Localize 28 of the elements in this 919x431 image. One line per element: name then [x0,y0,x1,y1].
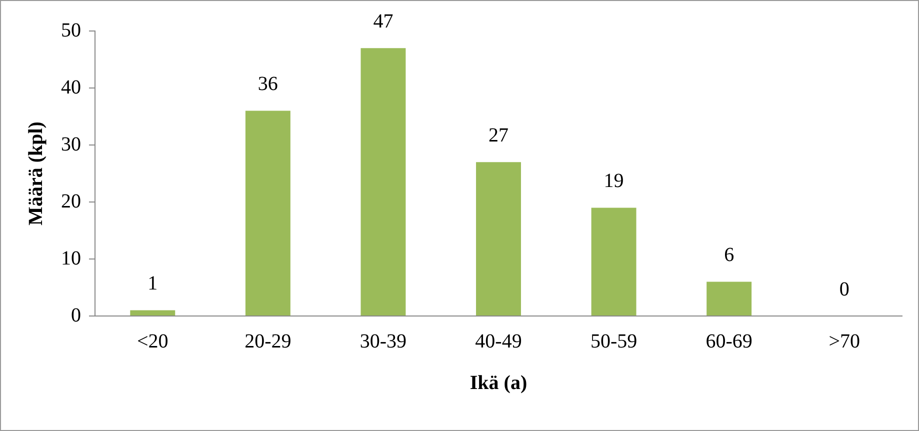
data-label: 1 [148,272,158,295]
y-axis-title: Määrä (kpl) [25,122,48,226]
x-tick-label: 50-59 [590,330,638,352]
bar [706,282,752,316]
x-tick-label: >70 [828,330,860,352]
x-tick-label: 20-29 [244,330,292,352]
bar [130,310,176,316]
x-tick-label: 40-49 [475,330,522,352]
y-tick-label: 40 [61,76,81,98]
data-label: 6 [724,244,734,266]
bar [360,48,406,316]
x-tick-label: <20 [137,330,168,352]
x-tick-label: 60-69 [706,330,752,352]
y-tick-label: 20 [61,190,81,212]
x-tick-label: 30-39 [360,330,407,352]
bar [476,162,521,316]
data-label: 19 [604,170,624,192]
data-label: 36 [258,73,278,96]
y-tick-label: 0 [71,304,81,326]
x-axis-title: Ikä (a) [470,372,528,394]
y-tick-label: 50 [61,19,81,42]
bar [591,208,636,316]
y-tick-label: 10 [61,247,81,270]
bar [245,110,290,316]
data-label: 47 [373,10,394,32]
data-label: 27 [488,124,508,146]
y-tick-label: 30 [61,133,81,156]
data-label: 0 [839,278,850,300]
